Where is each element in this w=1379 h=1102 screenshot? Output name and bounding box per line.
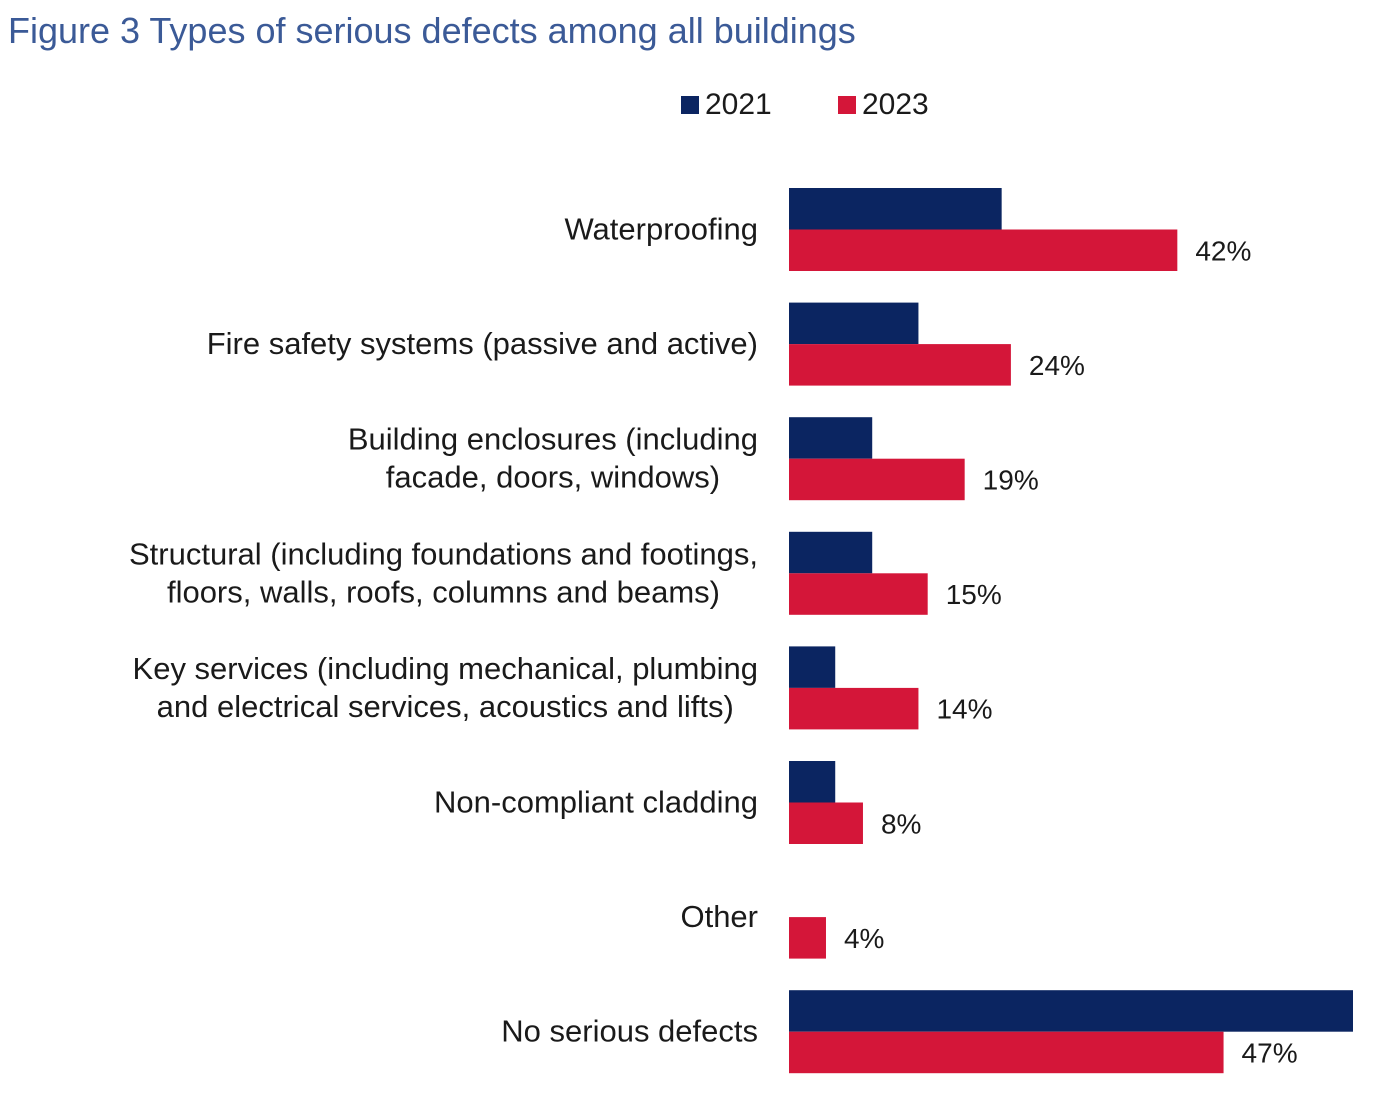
category-label-line: floors, walls, roofs, columns and beams) [167,574,720,609]
category-label-line: facade, doors, windows) [386,460,720,495]
data-label: 47% [1242,1037,1298,1068]
bar-2023 [789,573,928,615]
legend: 2021 2023 [0,88,1379,132]
category-label-line: Waterproofing [564,212,758,247]
bar-2021 [789,417,873,459]
bar-2023 [789,687,919,730]
category-label: Building enclosures (including facade, do… [348,422,758,495]
bar-2021 [789,302,919,345]
bar-group: Building enclosures (including facade, do… [348,417,1039,501]
category-label: No serious defects [501,1014,758,1049]
data-label: 15% [946,579,1002,610]
category-label-line: Key services (including mechanical, plum… [133,651,758,686]
legend-item-2023: 2023 [838,88,929,122]
bar-2023 [789,1031,1224,1074]
category-label-line: Other [680,899,758,934]
legend-label-2023: 2023 [862,88,929,121]
chart-title: Figure 3 Types of serious defects among … [8,10,856,51]
legend-item-2021: 2021 [681,88,772,122]
category-label-line: Non-compliant cladding [434,785,758,820]
data-label: 8% [881,808,921,839]
bar-2023 [789,802,863,844]
bar-2021 [789,531,873,574]
bar-group: No serious defects 47% [501,990,1353,1074]
category-label-line: Fire safety systems (passive and active) [207,326,758,361]
bar-group: Waterproofing 42% [564,188,1251,271]
data-label: 19% [983,464,1039,495]
bar-2021 [789,990,1353,1032]
category-label: Structural (including foundations and fo… [129,536,758,609]
bar-group: Fire safety systems (passive and active)… [207,302,1085,386]
category-label-line: Building enclosures (including [348,422,758,457]
bar-group: Key services (including mechanical, plum… [133,646,992,730]
legend-label-2021: 2021 [705,88,772,121]
bar-group: Other 4% [680,899,884,959]
category-label-line: No serious defects [501,1014,758,1049]
legend-swatch-2021 [681,96,699,114]
bar-2023 [789,344,1011,386]
category-label: Waterproofing [564,212,758,247]
category-label: Fire safety systems (passive and active) [207,326,758,361]
bar-2021 [789,646,836,688]
category-label: Key services (including mechanical, plum… [133,651,758,724]
data-label: 4% [844,923,884,954]
bar-2023 [789,458,965,501]
bar-2021 [789,188,1002,230]
category-label: Other [680,899,758,934]
category-label-line: and electrical services, acoustics and l… [157,689,734,724]
data-label: 24% [1029,350,1085,381]
bar-2023 [789,917,826,959]
data-label: 14% [936,694,992,725]
bar-2021 [789,761,836,803]
legend-swatch-2023 [838,96,856,114]
category-label: Non-compliant cladding [434,785,758,820]
bar-group: Non-compliant cladding 8% [434,761,921,844]
bar-group: Structural (including foundations and fo… [129,531,1002,615]
bar-2023 [789,229,1178,271]
data-label: 42% [1195,235,1251,266]
category-label-line: Structural (including foundations and fo… [129,536,758,571]
